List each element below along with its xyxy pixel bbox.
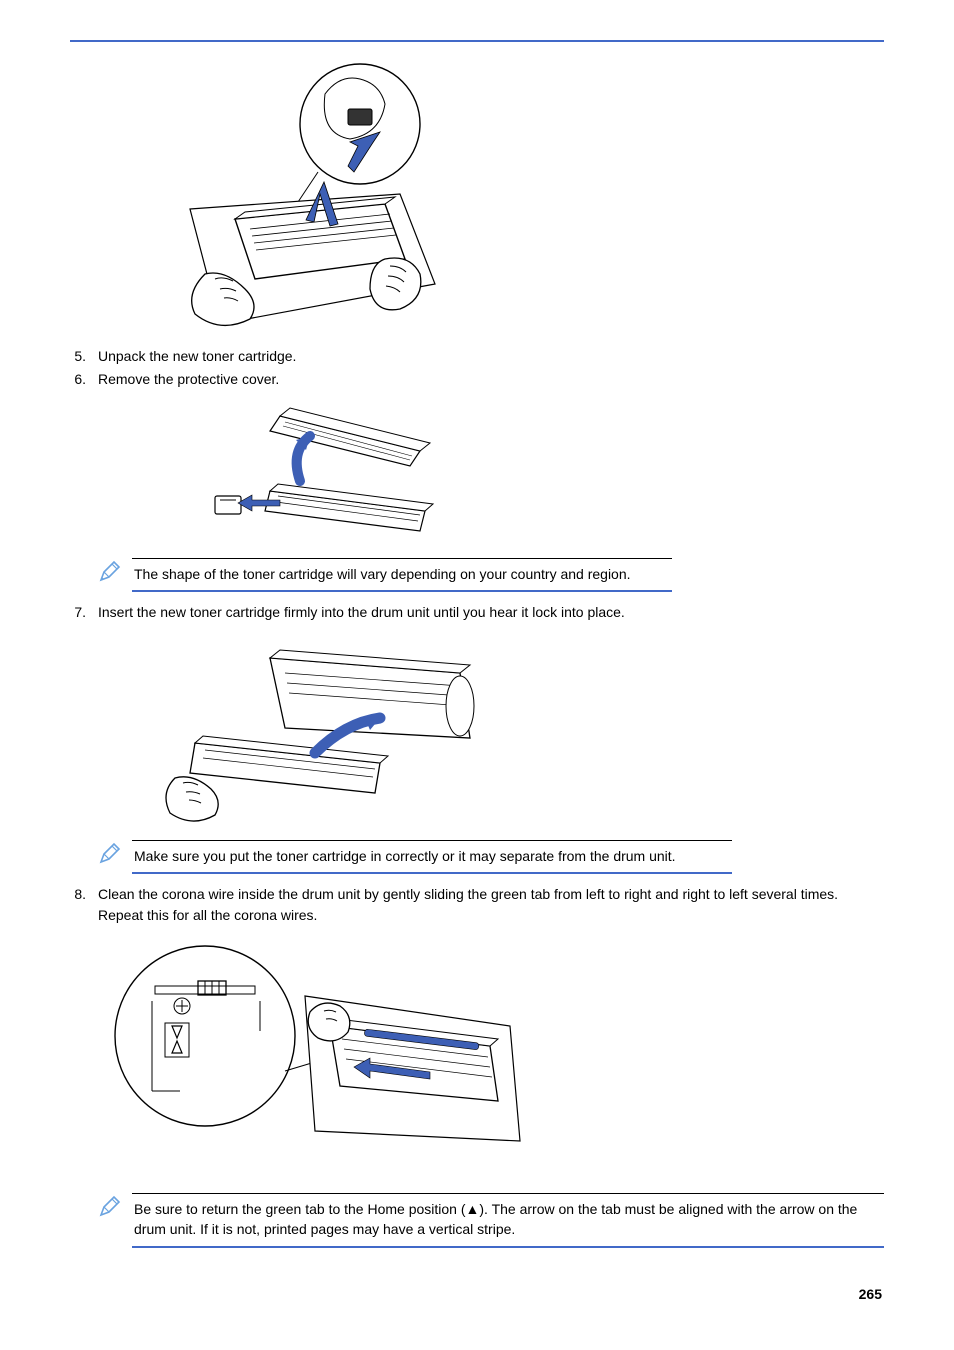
step-text: Insert the new toner cartridge firmly in… (98, 602, 884, 622)
note-text: Make sure you put the toner cartridge in… (132, 840, 732, 874)
note-home-position: Be sure to return the green tab to the H… (98, 1193, 884, 1248)
figure-insert-cartridge-detail (150, 54, 884, 334)
pencil-icon (98, 1195, 122, 1222)
figure-remove-cover (150, 396, 884, 546)
step-number: 5. (70, 346, 98, 366)
step-6: 6. Remove the protective cover. (70, 369, 884, 389)
step-8: 8. Clean the corona wire inside the drum… (70, 884, 884, 925)
step-text: Unpack the new toner cartridge. (98, 346, 884, 366)
figure-clean-corona-wire (110, 931, 884, 1181)
step-number: 6. (70, 369, 98, 389)
header-rule (70, 40, 884, 42)
note-insert-correctly: Make sure you put the toner cartridge in… (98, 840, 884, 874)
note-cartridge-shape: The shape of the toner cartridge will va… (98, 558, 884, 592)
step-text: Clean the corona wire inside the drum un… (98, 884, 884, 925)
note-text: The shape of the toner cartridge will va… (132, 558, 672, 592)
step-7: 7. Insert the new toner cartridge firmly… (70, 602, 884, 622)
step-number: 8. (70, 884, 98, 904)
pencil-icon (98, 842, 122, 869)
step-5: 5. Unpack the new toner cartridge. (70, 346, 884, 366)
page-number: 265 (859, 1286, 882, 1302)
figure-insert-into-drum (150, 628, 884, 828)
step-text: Remove the protective cover. (98, 369, 884, 389)
note-text: Be sure to return the green tab to the H… (132, 1193, 884, 1248)
pencil-icon (98, 560, 122, 587)
step-number: 7. (70, 602, 98, 622)
